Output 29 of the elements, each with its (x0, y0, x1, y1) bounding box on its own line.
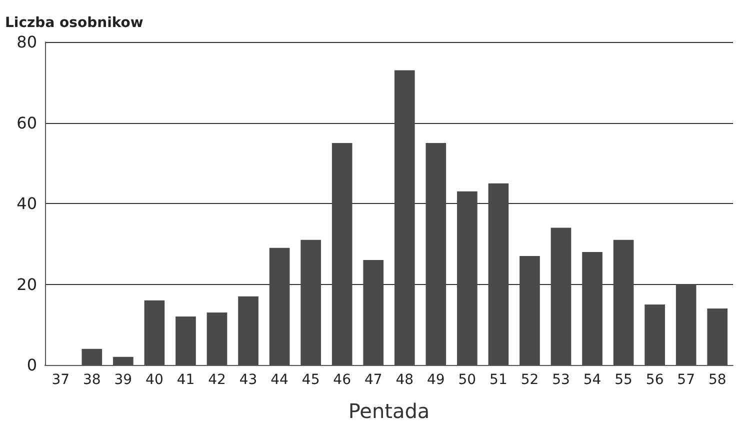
x-tick-label: 50 (458, 372, 476, 388)
x-tick-label: 39 (114, 372, 132, 388)
x-axis-title: Pentada (348, 399, 430, 423)
x-tick-label: 40 (146, 372, 164, 388)
y-tick-label: 80 (16, 32, 37, 52)
x-tick-label: 44 (270, 372, 289, 388)
x-tick-label: 41 (176, 372, 195, 388)
y-tick-label: 40 (16, 194, 37, 213)
x-tick-label: 58 (708, 372, 726, 388)
y-tick-label: 20 (16, 274, 37, 294)
x-tick-label: 55 (614, 372, 632, 388)
x-tick-label: 51 (490, 372, 508, 388)
x-tick-label: 42 (208, 372, 226, 388)
x-tick-label: 53 (552, 372, 570, 388)
x-tick-label: 37 (52, 372, 70, 388)
x-tick-label: 46 (333, 372, 352, 388)
x-tick-label: 43 (239, 372, 258, 388)
x-tick-label: 56 (646, 372, 664, 388)
x-tick-label: 45 (302, 372, 320, 388)
x-tick-label: 48 (396, 372, 414, 388)
y-tick-label: 0 (26, 356, 37, 374)
x-tick-label: 54 (583, 372, 602, 388)
y-tick-label: 60 (16, 113, 37, 132)
x-tick-label: 52 (520, 372, 539, 388)
x-tick-label: 49 (426, 372, 445, 388)
x-tick-label: 47 (364, 372, 382, 388)
x-tick-label: 57 (677, 372, 696, 388)
y-axis-title: Liczba osobnikow (5, 15, 144, 31)
x-tick-label: 38 (82, 372, 101, 388)
